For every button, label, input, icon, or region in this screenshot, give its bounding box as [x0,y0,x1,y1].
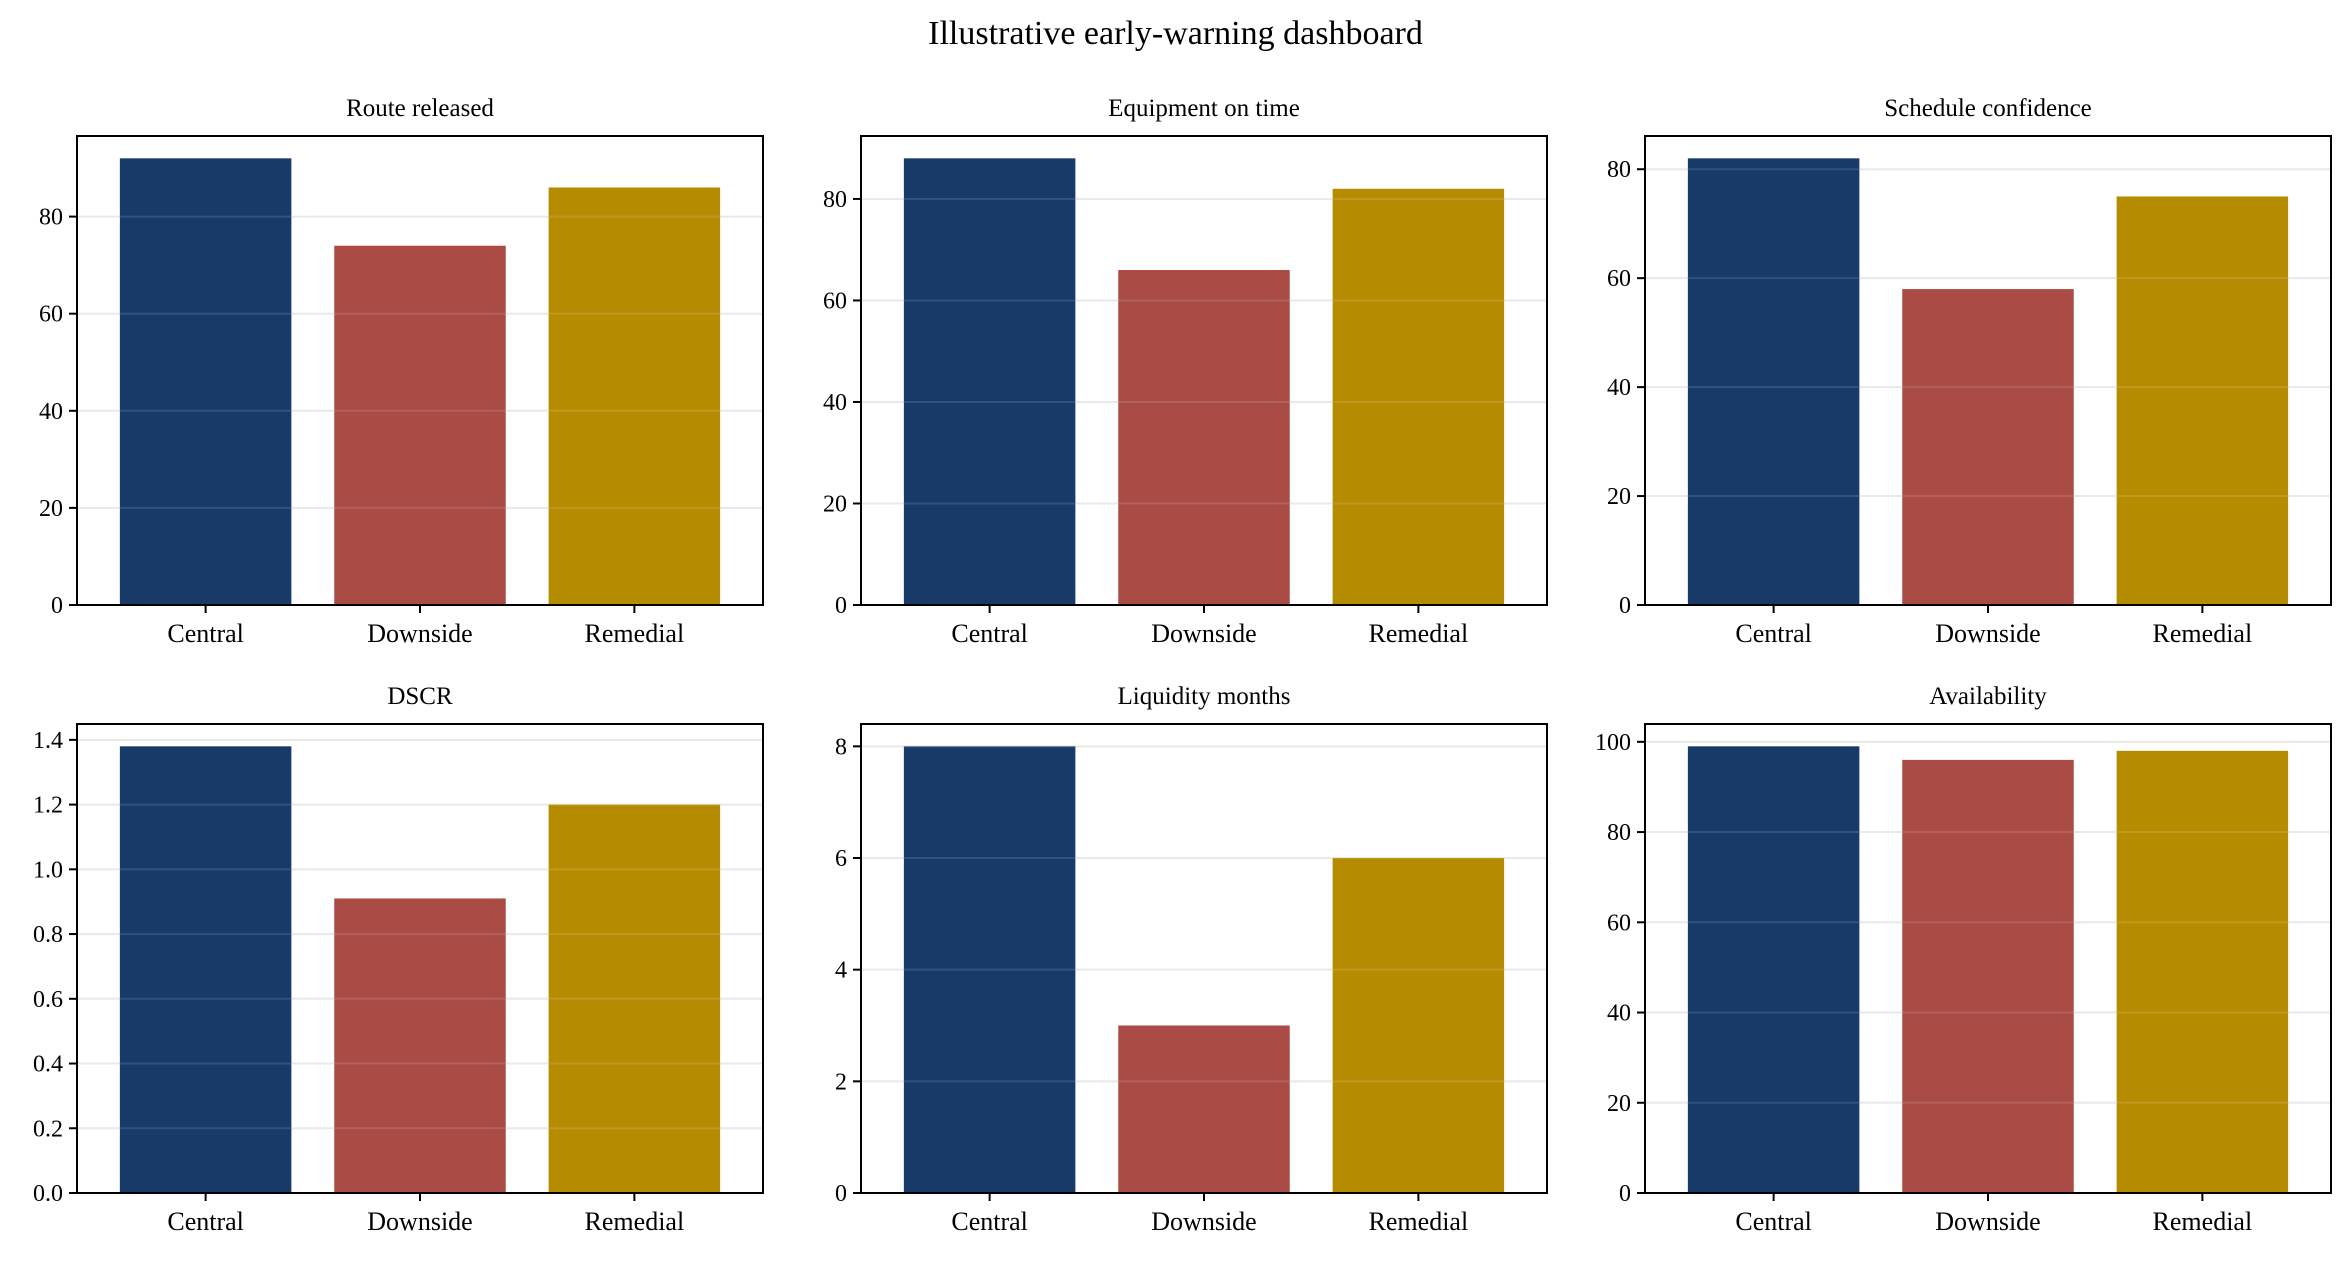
y-tick-label: 100 [1595,730,1631,756]
x-tick-label: Remedial [585,619,685,648]
chart-panel-5: Availability 0 20 40 60 80 100 Central Downside R… [1595,683,2332,1236]
y-tick-label: 60 [1607,910,1631,936]
x-tick-label: Downside [367,619,472,648]
bar-remedial [548,187,721,605]
y-tick-label: 0.6 [33,987,63,1013]
y-tick-label: 8 [835,734,847,760]
y-tick-label: 20 [1607,1091,1631,1117]
y-tick-label: 0 [1619,593,1631,619]
y-tick-label: 0.8 [33,922,63,948]
bar-downside [334,245,506,605]
y-tick-label: 0 [51,593,63,619]
bar-remedial [2116,750,2289,1193]
y-tick-label: 20 [1607,484,1631,510]
x-tick-label: Downside [1151,619,1256,648]
x-tick-label: Central [1735,1207,1812,1236]
y-tick-label: 80 [823,187,847,213]
chart-panel-4: Liquidity months 0 2 4 6 8 Central Downside Reme… [835,683,1548,1236]
x-tick-label: Remedial [2153,619,2253,648]
y-tick-label: 4 [835,958,847,984]
y-tick-label: 0 [835,1181,847,1207]
bar-remedial [548,804,721,1193]
bar-central [1687,158,1860,606]
y-tick-label: 40 [39,399,63,425]
panel-title: Schedule confidence [1884,95,2092,122]
y-tick-label: 80 [1607,157,1631,183]
bar-central [903,158,1076,606]
y-tick-label: 40 [823,390,847,416]
bar-remedial [1332,858,1505,1193]
y-tick-label: 0.2 [33,1116,63,1142]
y-tick-label: 20 [823,491,847,517]
bar-downside [1902,289,2074,605]
y-tick-label: 60 [1607,266,1631,292]
bar-downside [334,898,506,1193]
bar-downside [1118,270,1290,605]
bar-central [119,158,292,606]
bar-central [1687,746,1860,1193]
bar-downside [1902,759,2074,1193]
bar-remedial [2116,196,2289,605]
x-tick-label: Central [167,619,244,648]
chart-panel-1: Equipment on time 0 20 40 60 80 Central Downsid… [823,95,1548,648]
bar-remedial [1332,188,1505,605]
x-tick-label: Remedial [585,1207,685,1236]
y-tick-label: 2 [835,1069,847,1095]
bar-central [119,746,292,1193]
x-tick-label: Remedial [1369,619,1469,648]
bar-downside [1118,1025,1290,1193]
bar-central [903,746,1076,1193]
x-tick-label: Central [1735,619,1812,648]
y-tick-label: 6 [835,846,847,872]
y-tick-label: 80 [39,205,63,231]
x-tick-label: Downside [1935,619,2040,648]
y-tick-label: 0 [1619,1181,1631,1207]
y-tick-label: 60 [823,288,847,314]
y-tick-label: 20 [39,496,63,522]
chart-panel-2: Schedule confidence 0 20 40 60 80 Central Downs… [1607,95,2332,648]
panel-title: Liquidity months [1118,683,1291,710]
x-tick-label: Central [951,1207,1028,1236]
y-tick-label: 60 [39,302,63,328]
y-tick-label: 0 [835,593,847,619]
panel-title: DSCR [387,683,453,710]
y-tick-label: 40 [1607,375,1631,401]
panel-title: Route released [346,95,494,122]
x-tick-label: Remedial [2153,1207,2253,1236]
figure-title: Illustrative early-warning dashboard [928,15,1423,52]
y-tick-label: 1.4 [33,728,63,754]
y-tick-label: 80 [1607,820,1631,846]
y-tick-label: 1.0 [33,857,63,883]
panel-title: Availability [1929,683,2047,710]
chart-panel-3: DSCR 0.0 0.2 0.4 0.6 0.8 1.0 1.2 1.4 Central Downs… [33,683,764,1236]
x-tick-label: Downside [1151,1207,1256,1236]
x-tick-label: Central [167,1207,244,1236]
x-tick-label: Downside [367,1207,472,1236]
y-tick-label: 40 [1607,1001,1631,1027]
panel-title: Equipment on time [1108,95,1300,122]
y-tick-label: 0.4 [33,1052,63,1078]
x-tick-label: Remedial [1369,1207,1469,1236]
chart-panel-0: Route released 0 20 40 60 80 Central Downside Re… [39,95,764,648]
x-tick-label: Central [951,619,1028,648]
y-tick-label: 1.2 [33,793,63,819]
y-tick-label: 0.0 [33,1181,63,1207]
x-tick-label: Downside [1935,1207,2040,1236]
